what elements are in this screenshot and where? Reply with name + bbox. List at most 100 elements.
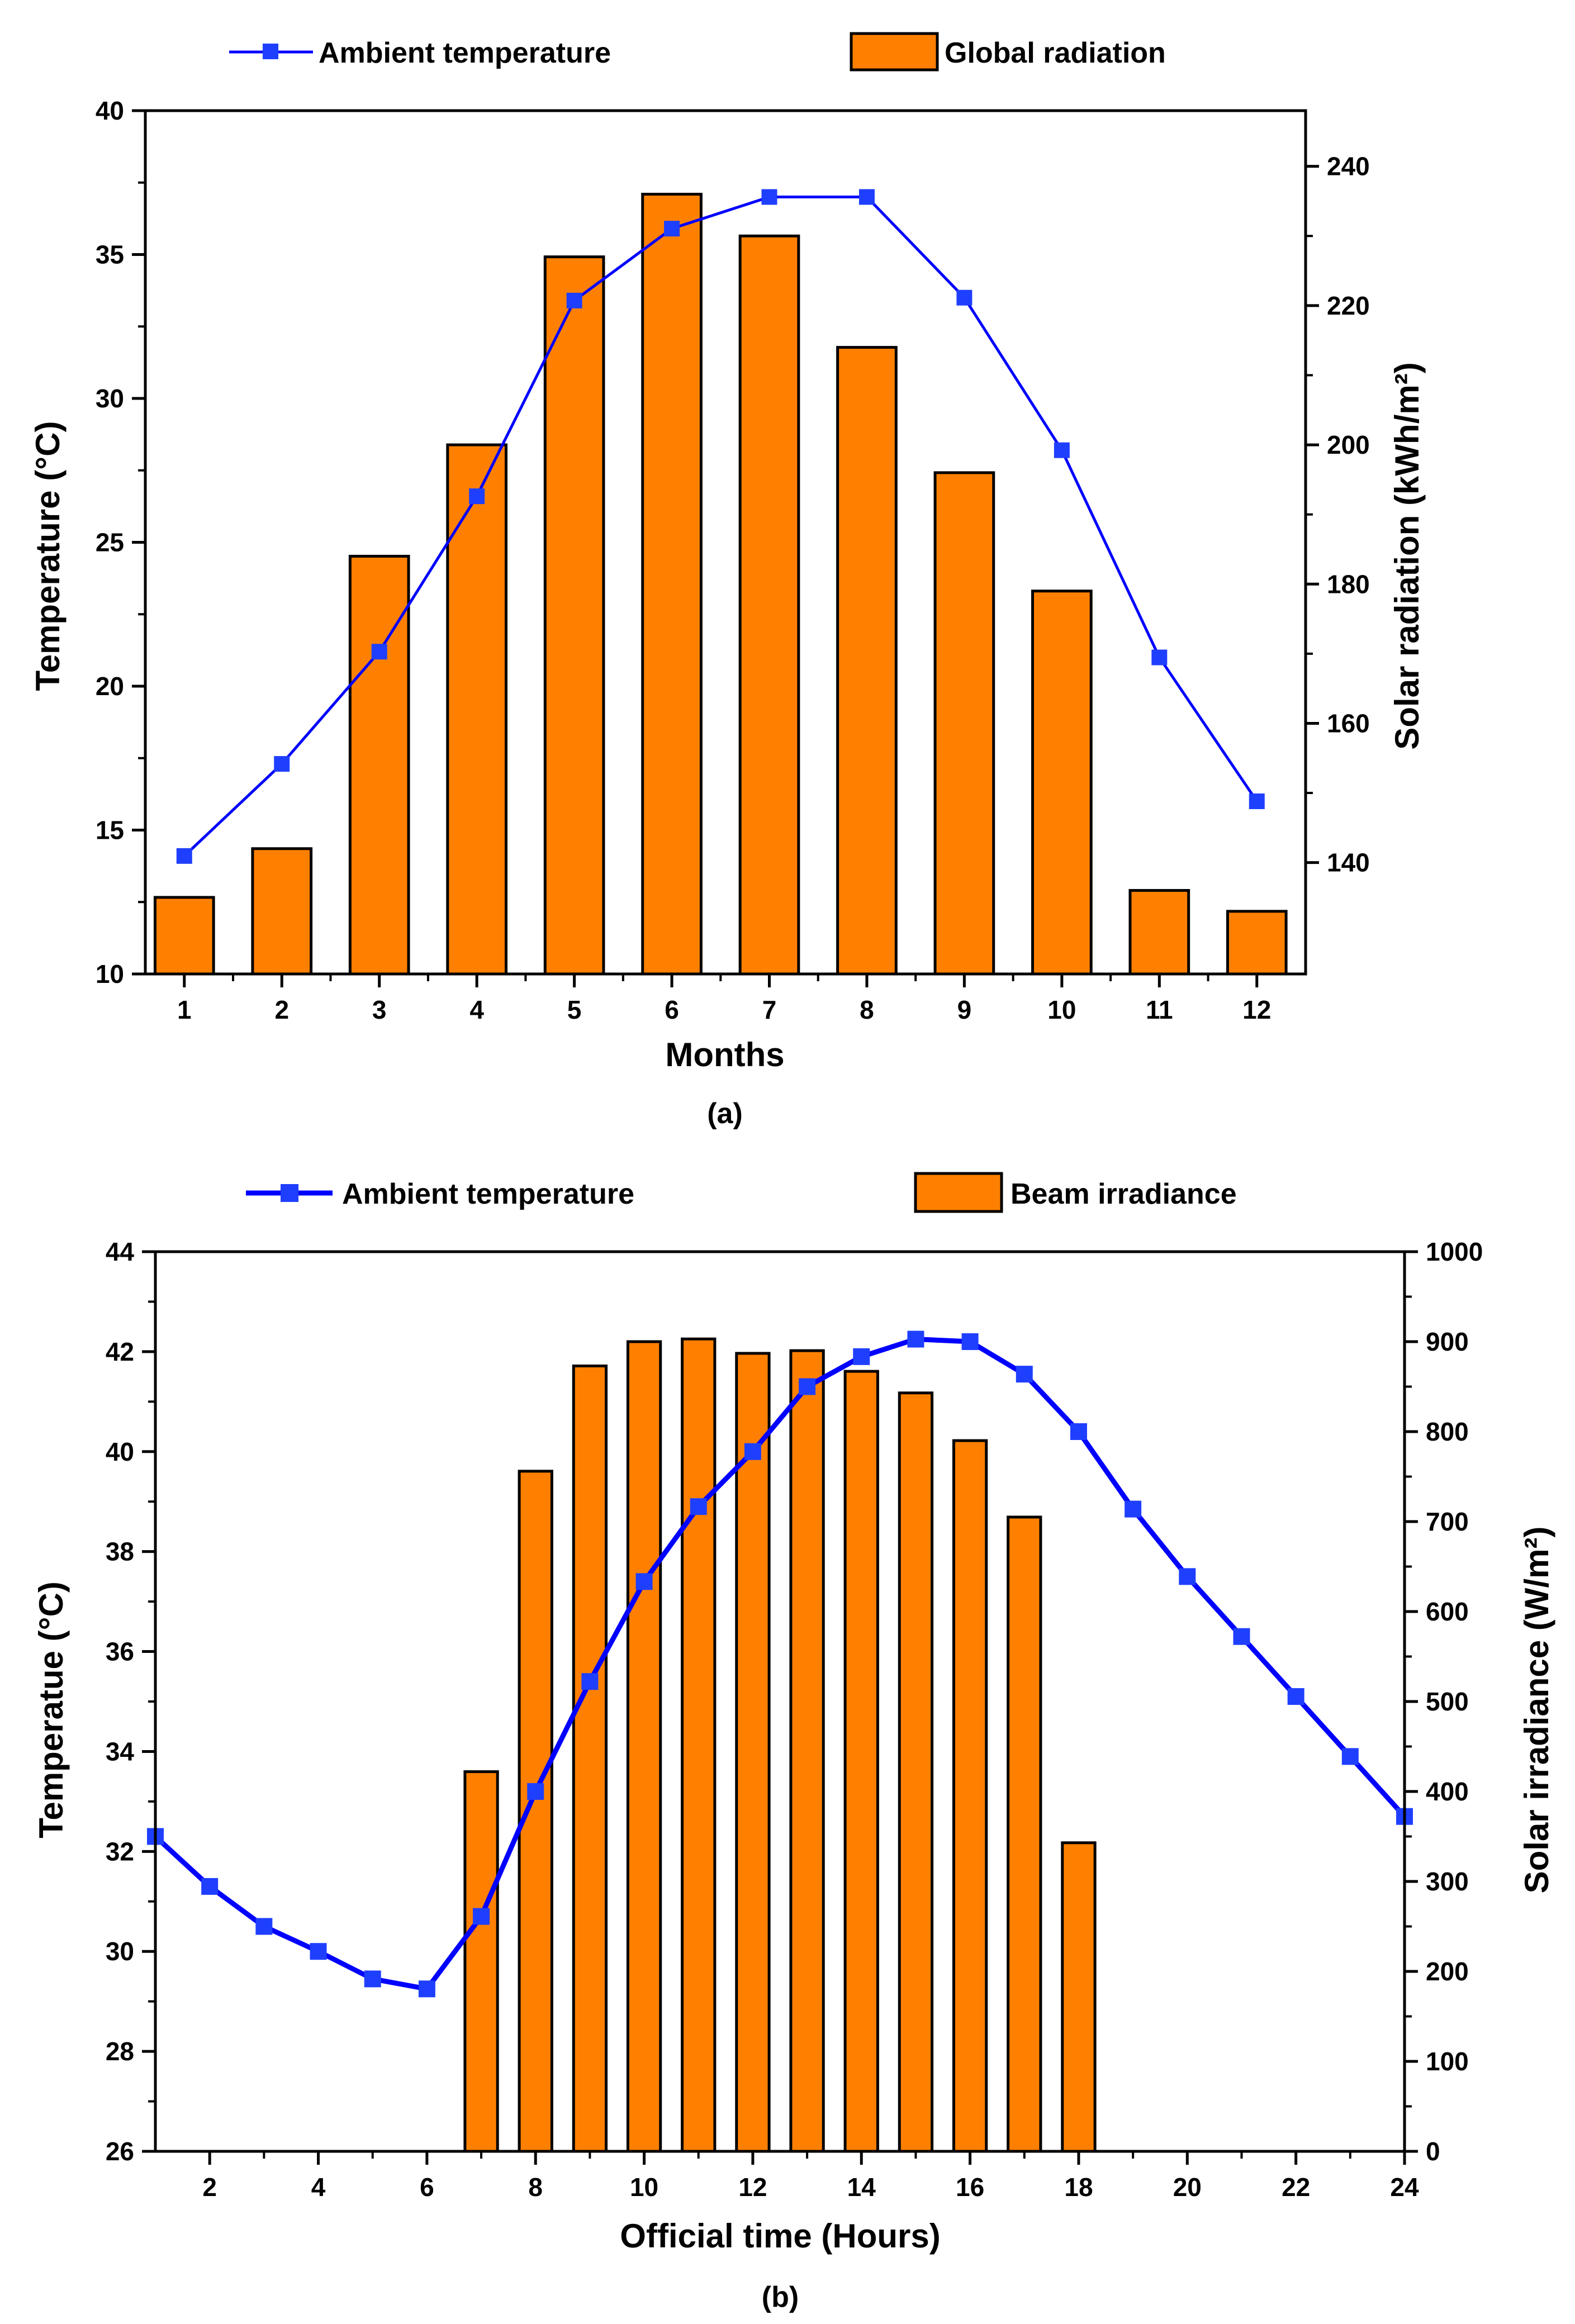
x-tick-label: 12 <box>738 2173 767 2202</box>
legend-bar-swatch <box>850 32 939 72</box>
y-axis-title-right: Solar radiation (kWh/m²) <box>1388 362 1426 749</box>
y-left-tick-label: 20 <box>96 672 124 701</box>
temperature-point <box>858 189 875 205</box>
bar <box>641 193 703 976</box>
bar <box>251 847 313 976</box>
y-right-tick-label: 1000 <box>1426 1237 1483 1266</box>
bar <box>572 1364 608 2153</box>
legend-panel-b: Ambient temperature Beam irradiance <box>246 1172 1237 1213</box>
y-right-tick-label: 400 <box>1426 1777 1469 1806</box>
y-left-tick-label: 35 <box>96 240 124 269</box>
temperature-point <box>744 1443 761 1460</box>
y-right-tick-label: 300 <box>1426 1867 1469 1896</box>
x-tick-label: 14 <box>847 2173 876 2202</box>
x-tick-label: 22 <box>1282 2173 1310 2202</box>
y-left-tick-label: 40 <box>106 1437 134 1466</box>
bar <box>1031 590 1093 976</box>
temperature-point <box>1179 1568 1196 1585</box>
legend-label-temperature: Ambient temperature <box>342 1178 634 1210</box>
x-tick-label: 6 <box>665 995 679 1024</box>
bar <box>681 1337 717 2153</box>
y-right-tick-label: 140 <box>1327 848 1370 877</box>
y-right-tick-label: 900 <box>1426 1327 1469 1356</box>
bar <box>446 443 507 976</box>
y-right-tick-label: 180 <box>1327 569 1370 598</box>
y-right-tick-label: 600 <box>1426 1597 1469 1626</box>
temperature-point <box>1341 1748 1359 1765</box>
temperature-point <box>418 1980 435 1998</box>
y-right-tick-label: 240 <box>1327 152 1370 181</box>
x-tick-label: 3 <box>372 995 387 1024</box>
caption-b: (b) <box>762 2281 799 2313</box>
temperature-point <box>201 1878 219 1895</box>
y-left-tick-label: 10 <box>96 959 124 988</box>
x-axis-title: Official time (Hours) <box>620 2217 940 2255</box>
x-tick-label: 9 <box>957 995 972 1024</box>
temperature-point <box>1125 1500 1142 1518</box>
x-tick-label: 4 <box>469 995 484 1024</box>
temperature-point <box>310 1943 327 1960</box>
caption-a: (a) <box>707 1097 743 1130</box>
temperature-line <box>153 1337 1407 1992</box>
bar <box>738 234 800 976</box>
temperature-point <box>1151 649 1168 666</box>
x-tick-label: 18 <box>1064 2173 1093 2202</box>
x-tick-label: 1 <box>177 995 192 1024</box>
temperature-point <box>581 1673 599 1690</box>
temperature-point <box>961 1333 979 1350</box>
y-left-tick-label: 36 <box>106 1637 134 1666</box>
y-right-tick-label: 500 <box>1426 1687 1469 1716</box>
legend-label-temperature: Ambient temperature <box>319 37 611 69</box>
chart-panel-a: 1 2 3 4 5 6 7 8 9 10 11 121015202530354014016018020… <box>29 32 1426 1130</box>
temperature-point <box>1233 1628 1250 1645</box>
x-tick-label: 20 <box>1173 2173 1202 2202</box>
temperature-line <box>183 196 1258 857</box>
x-tick-label: 7 <box>762 995 777 1024</box>
legend-label-global-radiation: Global radiation <box>945 37 1166 69</box>
bar <box>518 1470 553 2153</box>
x-tick-label: 12 <box>1242 995 1271 1024</box>
bar <box>952 1439 988 2153</box>
bar-series-beam-irradiance <box>463 1337 1097 2153</box>
y-left-tick-label: 15 <box>96 816 124 845</box>
bar <box>348 554 410 976</box>
temperature-point <box>1070 1423 1087 1440</box>
temperature-point <box>566 292 582 308</box>
bar <box>898 1391 934 2153</box>
bar <box>543 255 605 976</box>
y-right-tick-label: 200 <box>1426 1957 1469 1986</box>
temperature-point <box>371 644 387 660</box>
bar <box>843 1370 879 2153</box>
bar <box>1226 910 1288 976</box>
temperature-point <box>473 1908 490 1925</box>
x-tick-label: 6 <box>420 2173 434 2202</box>
legend-label-beam-irradiance: Beam irradiance <box>1011 1178 1237 1210</box>
bar <box>1128 888 1190 976</box>
bar <box>626 1340 662 2153</box>
x-tick-label: 24 <box>1390 2173 1419 2202</box>
temperature-point <box>1016 1366 1033 1383</box>
y-left-tick-label: 25 <box>96 528 124 557</box>
x-tick-label: 11 <box>1146 995 1173 1024</box>
bar <box>735 1352 771 2153</box>
legend-line-marker <box>281 1184 298 1202</box>
x-tick-label: 2 <box>274 995 289 1024</box>
temperature-point <box>956 289 972 306</box>
y-left-tick-label: 40 <box>96 96 124 125</box>
temperature-point <box>1287 1688 1304 1705</box>
y-left-tick-label: 38 <box>106 1537 134 1566</box>
temperature-point <box>853 1348 870 1365</box>
y-left-tick-label: 34 <box>106 1737 135 1766</box>
y-right-tick-label: 160 <box>1327 709 1370 738</box>
x-tick-label: 16 <box>956 2173 984 2202</box>
temperature-point <box>664 221 680 237</box>
axes-panel-b: 2 4 6 8 10 12 14 16 18 20 22 2426283032343638404244… <box>106 1237 1483 2202</box>
plot-frame <box>144 109 1307 976</box>
y-axis-title-left: Temperatue (°C) <box>32 1581 70 1838</box>
x-tick-label: 2 <box>202 2173 217 2202</box>
x-tick-label: 8 <box>528 2173 543 2202</box>
temperature-point <box>799 1378 816 1395</box>
x-tick-label: 10 <box>630 2173 658 2202</box>
plot-frame <box>154 1250 1406 2153</box>
